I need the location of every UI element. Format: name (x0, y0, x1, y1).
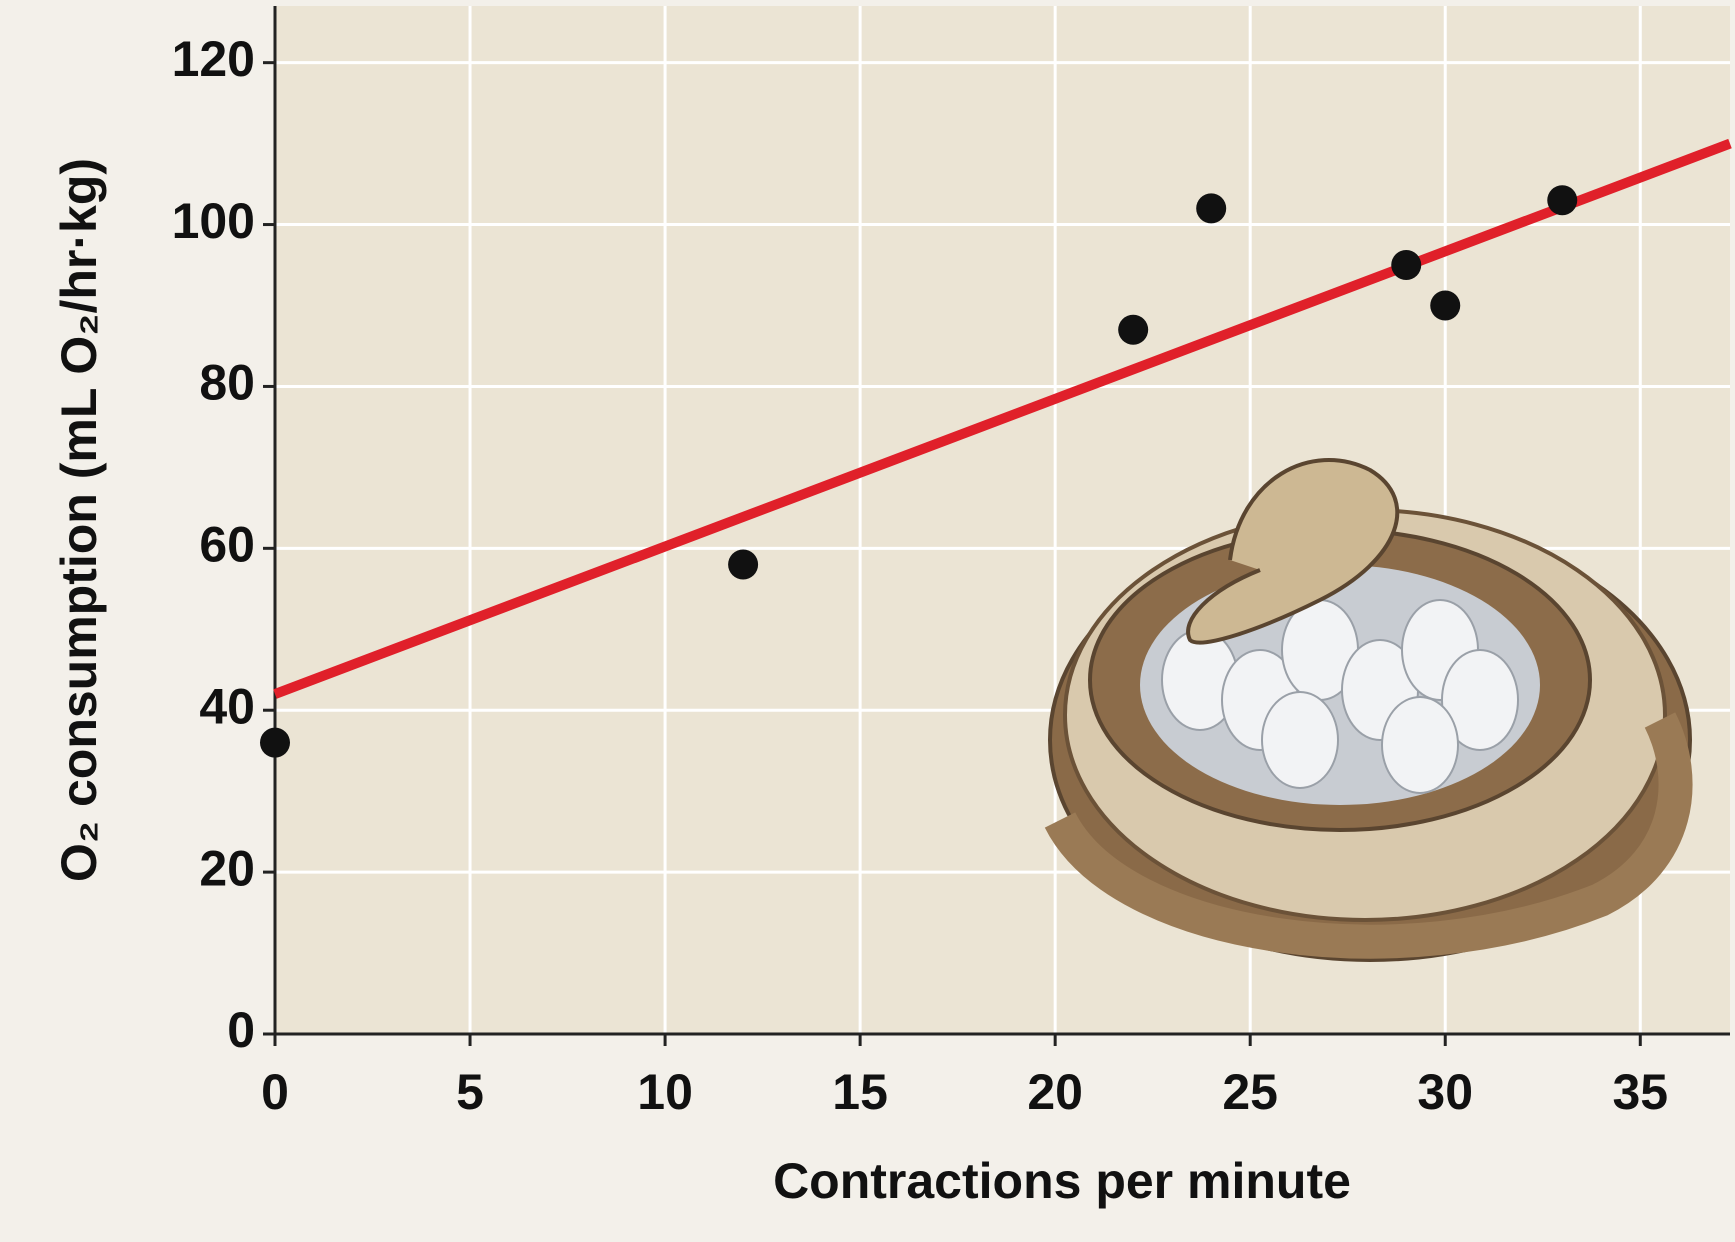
x-tick-label: 10 (637, 1064, 693, 1120)
x-tick-label: 15 (832, 1064, 888, 1120)
x-tick-label: 35 (1612, 1064, 1668, 1120)
y-tick-label: 20 (199, 840, 255, 896)
data-point (1547, 185, 1577, 215)
x-axis-label: Contractions per minute (773, 1153, 1351, 1209)
y-tick-label: 120 (172, 31, 255, 87)
egg (1382, 697, 1458, 793)
y-tick-label: 0 (227, 1002, 255, 1058)
data-point (1430, 290, 1460, 320)
data-point (728, 550, 758, 580)
data-point (260, 728, 290, 758)
data-point (1196, 193, 1226, 223)
egg (1262, 692, 1338, 788)
y-tick-label: 100 (172, 193, 255, 249)
data-point (1118, 315, 1148, 345)
y-tick-label: 80 (199, 355, 255, 411)
x-tick-label: 25 (1222, 1064, 1278, 1120)
x-tick-label: 30 (1417, 1064, 1473, 1120)
x-tick-label: 5 (456, 1064, 484, 1120)
y-tick-label: 60 (199, 517, 255, 573)
x-tick-label: 0 (261, 1064, 289, 1120)
chart: Contractions per minute O₂ consumption (… (0, 0, 1735, 1242)
y-axis-label: O₂ consumption (mL O₂/hr·kg) (51, 158, 107, 882)
x-tick-label: 20 (1027, 1064, 1083, 1120)
data-point (1391, 250, 1421, 280)
y-tick-label: 40 (199, 678, 255, 734)
